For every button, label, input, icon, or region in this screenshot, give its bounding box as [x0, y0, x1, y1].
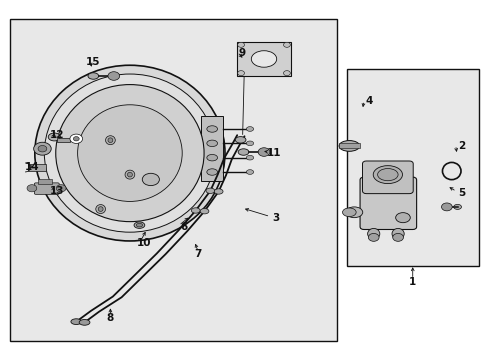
Circle shape — [283, 71, 290, 76]
Ellipse shape — [71, 319, 81, 324]
Ellipse shape — [392, 233, 403, 241]
Ellipse shape — [134, 222, 144, 228]
Ellipse shape — [136, 223, 142, 227]
Text: 8: 8 — [106, 313, 114, 323]
Text: 15: 15 — [86, 57, 101, 67]
Ellipse shape — [238, 149, 248, 155]
Ellipse shape — [246, 170, 253, 174]
Circle shape — [56, 185, 66, 192]
Ellipse shape — [191, 208, 200, 213]
Text: 1: 1 — [408, 277, 415, 287]
Ellipse shape — [372, 166, 402, 184]
Text: 5: 5 — [457, 188, 464, 198]
Ellipse shape — [108, 138, 113, 143]
Ellipse shape — [377, 168, 397, 181]
Text: 2: 2 — [457, 141, 464, 151]
Ellipse shape — [391, 228, 404, 239]
Ellipse shape — [338, 140, 359, 151]
Ellipse shape — [246, 127, 253, 131]
Ellipse shape — [88, 73, 99, 79]
Text: 6: 6 — [180, 222, 187, 231]
Text: 12: 12 — [49, 130, 64, 140]
Circle shape — [283, 42, 290, 47]
Bar — [201, 116, 223, 181]
Ellipse shape — [96, 204, 105, 213]
Text: 7: 7 — [194, 248, 202, 258]
Ellipse shape — [142, 173, 159, 186]
Bar — [27, 164, 46, 171]
Circle shape — [258, 148, 269, 156]
Ellipse shape — [206, 169, 217, 175]
Ellipse shape — [345, 207, 362, 218]
Ellipse shape — [78, 105, 182, 202]
Ellipse shape — [206, 154, 217, 161]
Ellipse shape — [127, 172, 132, 177]
Ellipse shape — [453, 204, 461, 210]
Ellipse shape — [395, 213, 409, 223]
Ellipse shape — [367, 233, 378, 241]
Text: 13: 13 — [49, 186, 64, 196]
Circle shape — [237, 42, 244, 47]
Ellipse shape — [235, 136, 245, 143]
Circle shape — [27, 185, 37, 192]
Circle shape — [73, 136, 79, 141]
Circle shape — [70, 134, 82, 143]
Circle shape — [441, 203, 451, 211]
Ellipse shape — [105, 136, 115, 145]
Text: 3: 3 — [272, 213, 279, 222]
Ellipse shape — [205, 188, 214, 193]
Ellipse shape — [35, 65, 224, 241]
Ellipse shape — [206, 126, 217, 132]
Ellipse shape — [367, 228, 379, 239]
Ellipse shape — [206, 140, 217, 147]
Text: 14: 14 — [25, 162, 40, 172]
FancyBboxPatch shape — [362, 161, 412, 194]
FancyBboxPatch shape — [34, 183, 59, 194]
Circle shape — [38, 145, 47, 152]
Ellipse shape — [56, 85, 203, 222]
Bar — [57, 138, 70, 142]
Bar — [10, 19, 336, 341]
Ellipse shape — [342, 208, 355, 217]
Ellipse shape — [98, 207, 103, 211]
Text: 9: 9 — [238, 48, 245, 58]
Ellipse shape — [246, 156, 253, 160]
Ellipse shape — [200, 208, 208, 214]
Ellipse shape — [214, 189, 223, 194]
Ellipse shape — [44, 74, 215, 232]
Text: 11: 11 — [266, 148, 281, 158]
Text: 10: 10 — [137, 238, 151, 248]
Ellipse shape — [79, 319, 90, 325]
Ellipse shape — [251, 51, 276, 67]
Ellipse shape — [246, 141, 253, 146]
Bar — [338, 143, 359, 148]
Circle shape — [108, 72, 120, 80]
Text: 4: 4 — [365, 96, 372, 106]
Ellipse shape — [125, 170, 135, 179]
Bar — [346, 69, 478, 266]
Circle shape — [34, 142, 51, 155]
FancyBboxPatch shape — [359, 177, 416, 229]
Bar — [237, 42, 290, 76]
Ellipse shape — [48, 133, 61, 141]
Circle shape — [237, 71, 244, 76]
Bar — [38, 179, 52, 184]
